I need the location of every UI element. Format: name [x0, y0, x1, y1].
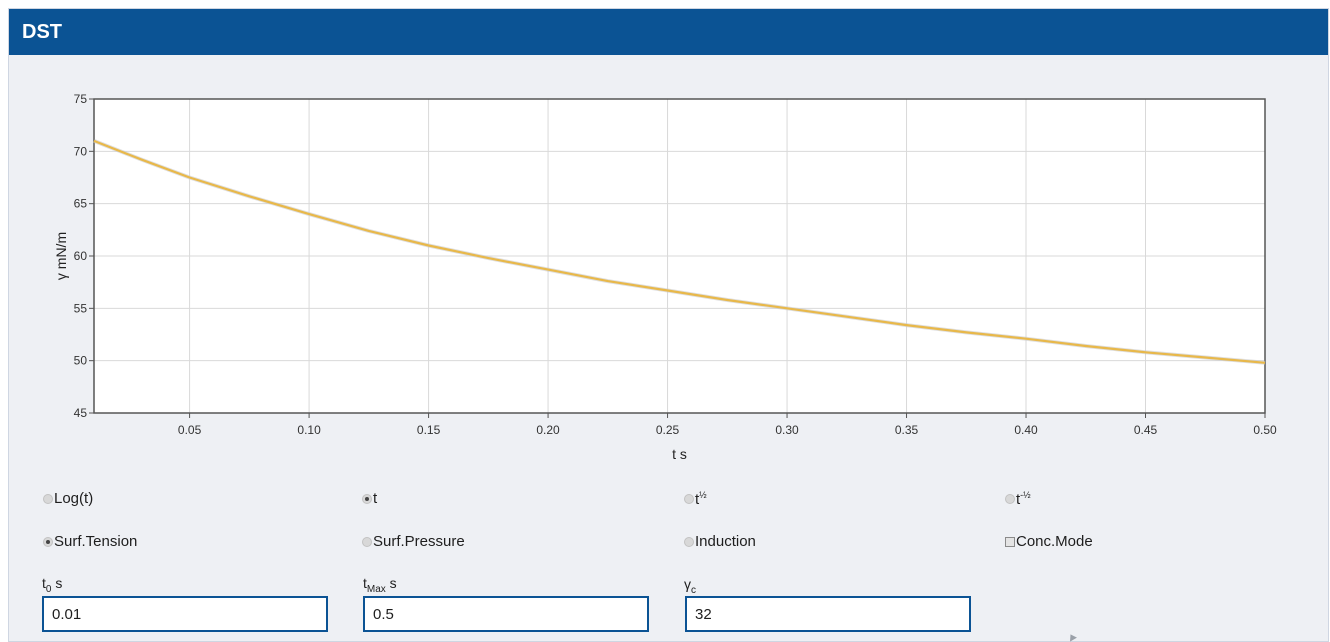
t-inv-sqrt-label: t-½ — [1016, 490, 1031, 508]
conc-mode-checkbox-row[interactable]: Conc.Mode — [1005, 533, 1093, 550]
induction-label: Induction — [695, 533, 756, 550]
x-tick-label: 0.15 — [417, 423, 441, 437]
option-surf-tension[interactable]: Surf.Tension — [43, 533, 137, 550]
x-tick-label: 0.45 — [1134, 423, 1158, 437]
option-induction[interactable]: Induction — [684, 533, 756, 550]
y-tick-label: 65 — [74, 197, 88, 211]
option-log-t[interactable]: Log(t) — [43, 490, 93, 507]
t-inv-sqrt-exponent: -½ — [1020, 490, 1031, 500]
surf-tension-radio[interactable] — [43, 536, 53, 547]
surface-tension-chart: 0.05 0.10 0.15 0.20 0.25 0.30 0.35 0.40 0.45 0.50… — [53, 92, 1277, 462]
y-tick-label: 55 — [74, 301, 88, 315]
window-title: DST — [22, 21, 62, 43]
log-t-label: Log(t) — [54, 490, 94, 507]
conc-mode-checkbox[interactable] — [1005, 536, 1015, 547]
t-sqrt-label: t½ — [695, 490, 707, 508]
t0-label: t0 s — [42, 575, 63, 595]
induction-radio[interactable] — [684, 536, 694, 547]
t-radio[interactable] — [362, 493, 372, 504]
x-tick-label: 0.25 — [656, 423, 680, 437]
y-axis-label: γ mN/m — [53, 232, 69, 280]
y-tick-label: 45 — [74, 406, 88, 420]
y-tick-label: 60 — [74, 249, 88, 263]
surf-pressure-label: Surf.Pressure — [373, 533, 465, 550]
option-surf-pressure[interactable]: Surf.Pressure — [362, 533, 465, 550]
x-tick-label: 0.35 — [895, 423, 919, 437]
t-label: t — [373, 490, 378, 507]
x-tick-label: 0.10 — [297, 423, 321, 437]
tmax-input[interactable] — [363, 596, 649, 632]
log-t-radio[interactable] — [43, 493, 53, 504]
plot-border — [93, 98, 1266, 414]
y-tick-label: 50 — [74, 354, 88, 368]
gamma-c-input[interactable] — [685, 596, 971, 632]
option-t-inv-sqrt[interactable]: t-½ — [1005, 490, 1031, 508]
gamma-c-label: γc — [684, 576, 696, 596]
x-tick-label: 0.05 — [178, 423, 202, 437]
x-tick-label: 0.50 — [1253, 423, 1277, 437]
y-tick-label: 75 — [74, 92, 88, 106]
y-tick-label: 70 — [74, 144, 88, 158]
x-tick-label: 0.40 — [1014, 423, 1038, 437]
option-t-sqrt[interactable]: t½ — [684, 490, 707, 508]
t-sqrt-exponent: ½ — [699, 490, 707, 500]
t-sqrt-radio[interactable] — [684, 494, 694, 504]
x-tick-label: 0.30 — [775, 423, 799, 437]
tmax-label: tMax s — [363, 575, 397, 595]
t0-input[interactable] — [42, 596, 328, 632]
x-tick-label: 0.20 — [536, 423, 560, 437]
conc-mode-label: Conc.Mode — [1016, 533, 1093, 550]
x-axis-label: t s — [672, 446, 687, 462]
surf-pressure-radio[interactable] — [362, 536, 372, 547]
title-bar: DST — [9, 9, 1328, 55]
option-t[interactable]: t — [362, 490, 377, 507]
t-inv-sqrt-radio[interactable] — [1005, 494, 1015, 504]
series-line — [93, 139, 1266, 364]
surf-tension-label: Surf.Tension — [54, 533, 138, 550]
